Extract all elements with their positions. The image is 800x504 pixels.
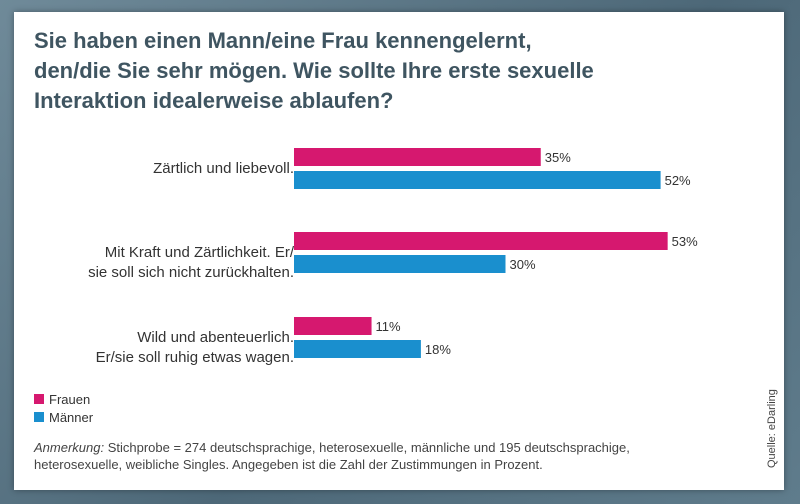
title-line: Interaktion idealerweise ablaufen? — [34, 88, 394, 113]
legend-item-frauen: Frauen — [34, 390, 93, 408]
legend-label-frauen: Frauen — [49, 391, 91, 407]
bar-frauen-0 — [294, 148, 541, 166]
legend: Frauen Männer — [34, 390, 93, 426]
bar-frauen-1 — [294, 232, 668, 250]
legend-swatch-frauen — [34, 394, 44, 404]
data-label-maenner-0: 52% — [665, 173, 691, 188]
title-line: Sie haben einen Mann/eine Frau kennengel… — [34, 28, 532, 53]
footnote-line: Anmerkung: Stichprobe = 274 deutschsprac… — [34, 439, 754, 456]
category-label-zaertlich: Zärtlich und liebevoll. — [0, 159, 294, 179]
data-label-maenner-2: 18% — [425, 342, 451, 357]
bar-chart: 35% 52% 53% 30% 11% 18% — [294, 148, 698, 358]
data-label-frauen-0: 35% — [545, 150, 571, 165]
chart-card: Sie haben einen Mann/eine Frau kennengel… — [14, 12, 784, 490]
bar-frauen-2 — [294, 317, 372, 335]
footnote-label: Anmerkung: — [34, 440, 105, 455]
category-label-line: Mit Kraft und Zärtlichkeit. Er/ — [104, 244, 294, 261]
footnote-text: Stichprobe = 274 deutschsprachige, heter… — [104, 440, 630, 455]
data-label-maenner-1: 30% — [510, 257, 536, 272]
source-label: Quelle: eDarling — [766, 389, 778, 468]
legend-item-maenner: Männer — [34, 408, 93, 426]
data-label-frauen-2: 11% — [376, 319, 401, 334]
data-label-frauen-1: 53% — [672, 234, 698, 249]
footnote-line: heterosexuelle, weibliche Singles. Angeg… — [34, 457, 543, 472]
category-label-kraft: Mit Kraft und Zärtlichkeit. Er/ sie soll… — [0, 243, 294, 283]
legend-label-maenner: Männer — [49, 409, 94, 425]
category-label-wild: Wild und abenteuerlich. Er/sie soll ruhi… — [0, 328, 294, 368]
bar-maenner-0 — [294, 171, 661, 189]
category-label-line: Wild und abenteuerlich. — [137, 329, 294, 346]
category-label-line: Zärtlich und liebevoll. — [153, 160, 294, 177]
bar-maenner-2 — [294, 340, 421, 358]
chart-title: Sie haben einen Mann/eine Frau kennengel… — [34, 26, 734, 116]
category-label-line: Er/sie soll ruhig etwas wagen. — [95, 349, 294, 366]
legend-swatch-maenner — [34, 412, 44, 422]
bar-maenner-1 — [294, 255, 506, 273]
title-line: den/die Sie sehr mögen. Wie sollte Ihre … — [34, 58, 594, 83]
category-label-line: sie soll sich nicht zurückhalten. — [88, 264, 294, 281]
footnote: Anmerkung: Stichprobe = 274 deutschsprac… — [34, 439, 754, 473]
